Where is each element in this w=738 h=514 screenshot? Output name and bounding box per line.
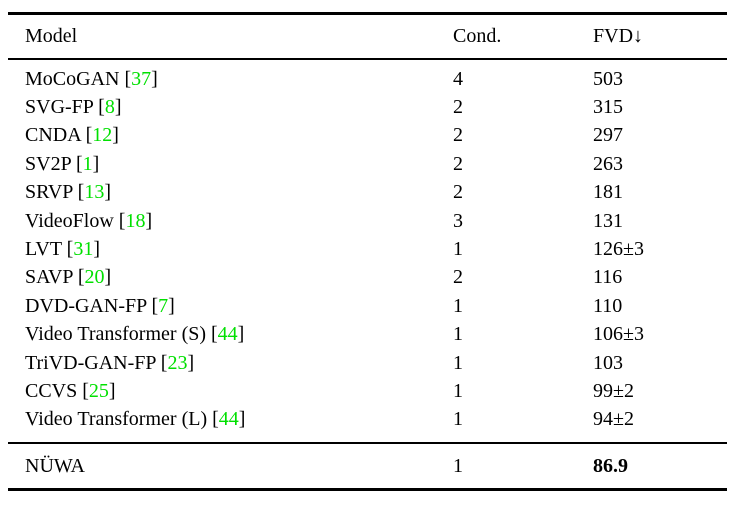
- citation-link[interactable]: 23: [167, 351, 188, 374]
- table-row: SVG-FP [8] 2 315: [8, 93, 727, 121]
- citation-link[interactable]: 1: [82, 152, 93, 175]
- table-row: Video Transformer (L) [44] 1 94±2: [8, 406, 727, 434]
- column-header-cond: Cond.: [453, 25, 502, 47]
- citation-link[interactable]: 7: [158, 294, 169, 317]
- fvd-value: 297: [593, 124, 623, 147]
- model-name: SVG-FP [8]: [25, 96, 122, 119]
- cond-value: 1: [453, 351, 463, 374]
- citation-link[interactable]: 13: [84, 181, 105, 204]
- fvd-value: 131: [593, 209, 623, 232]
- fvd-value: 126±3: [593, 238, 644, 261]
- fvd-value: 99±2: [593, 379, 634, 402]
- cond-value: 2: [453, 96, 463, 119]
- citation-link[interactable]: 31: [73, 238, 94, 261]
- citation-link[interactable]: 37: [131, 67, 152, 90]
- model-name: CNDA [12]: [25, 124, 119, 147]
- model-name: SV2P [1]: [25, 152, 100, 175]
- fvd-value: 110: [593, 294, 623, 317]
- cond-value: 1: [453, 379, 463, 402]
- table-row: VideoFlow [18] 3 131: [8, 207, 727, 235]
- fvd-value: 503: [593, 67, 623, 90]
- table-row: SV2P [1] 2 263: [8, 150, 727, 178]
- table-body: MoCoGAN [37] 4 503 SVG-FP [8] 2 315 CNDA [12] 2…: [8, 60, 727, 445]
- cond-value: 1: [453, 408, 463, 431]
- model-name: MoCoGAN [37]: [25, 67, 158, 90]
- citation-link[interactable]: 18: [125, 209, 146, 232]
- cond-value: 1: [453, 238, 463, 261]
- model-name: SAVP [20]: [25, 266, 112, 289]
- table-row: SRVP [13] 2 181: [8, 179, 727, 207]
- citation-link[interactable]: 44: [217, 323, 238, 346]
- fvd-value: 315: [593, 96, 623, 119]
- model-name: Video Transformer (S) [44]: [25, 323, 245, 346]
- fvd-value: 263: [593, 152, 623, 175]
- cond-value: 2: [453, 124, 463, 147]
- citation-link[interactable]: 20: [84, 266, 105, 289]
- model-name: DVD-GAN-FP [7]: [25, 294, 175, 317]
- model-name: SRVP [13]: [25, 181, 112, 204]
- fvd-comparison-table: Model Cond. FVD↓ MoCoGAN [37] 4 503 SVG-FP …: [8, 12, 727, 492]
- column-header-fvd: FVD↓: [593, 25, 644, 47]
- citation-link[interactable]: 8: [104, 96, 115, 119]
- model-name-nuwa: NÜWA: [25, 454, 85, 477]
- table-row: MoCoGAN [37] 4 503: [8, 65, 727, 93]
- column-header-model: Model: [25, 25, 78, 47]
- cond-value: 1: [453, 323, 463, 346]
- table-row: CCVS [25] 1 99±2: [8, 377, 727, 405]
- fvd-value: 116: [593, 266, 623, 289]
- citation-link[interactable]: 44: [218, 408, 239, 431]
- model-name: TriVD-GAN-FP [23]: [25, 351, 195, 374]
- model-name: CCVS [25]: [25, 379, 116, 402]
- table-row: LVT [31] 1 126±3: [8, 235, 727, 263]
- fvd-value: 94±2: [593, 408, 634, 431]
- table-row: Video Transformer (S) [44] 1 106±3: [8, 321, 727, 349]
- cond-value: 2: [453, 152, 463, 175]
- table-row: CNDA [12] 2 297: [8, 122, 727, 150]
- cond-value: 2: [453, 266, 463, 289]
- model-name: Video Transformer (L) [44]: [25, 408, 246, 431]
- table-row: TriVD-GAN-FP [23] 1 103: [8, 349, 727, 377]
- table-row-nuwa: NÜWA 1 86.9: [8, 444, 727, 492]
- citation-link[interactable]: 12: [92, 124, 113, 147]
- model-name: LVT [31]: [25, 238, 101, 261]
- citation-link[interactable]: 25: [88, 379, 109, 402]
- fvd-value: 181: [593, 181, 623, 204]
- cond-value: 3: [453, 209, 463, 232]
- table-row: SAVP [20] 2 116: [8, 264, 727, 292]
- fvd-value-nuwa: 86.9: [593, 454, 628, 477]
- cond-value: 4: [453, 67, 463, 90]
- model-name: VideoFlow [18]: [25, 209, 153, 232]
- table-header-row: Model Cond. FVD↓: [8, 15, 727, 60]
- cond-value: 2: [453, 181, 463, 204]
- fvd-value: 106±3: [593, 323, 644, 346]
- cond-value: 1: [453, 294, 463, 317]
- table-row: DVD-GAN-FP [7] 1 110: [8, 292, 727, 320]
- cond-value-nuwa: 1: [453, 454, 463, 477]
- fvd-value: 103: [593, 351, 623, 374]
